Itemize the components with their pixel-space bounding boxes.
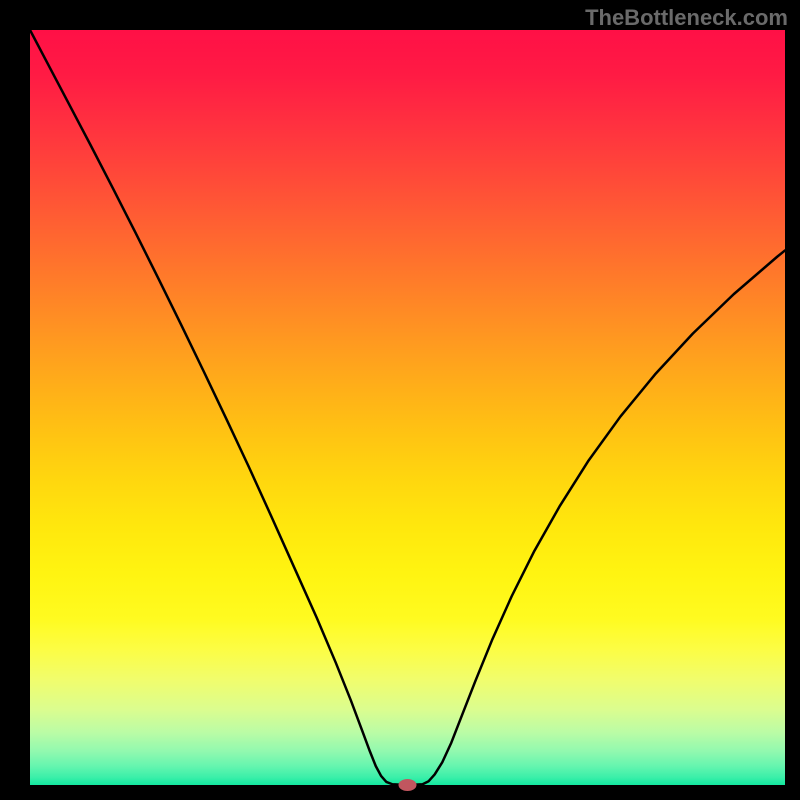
plot-background: [30, 30, 785, 785]
minimum-marker: [399, 779, 417, 791]
bottleneck-chart: [0, 0, 800, 800]
chart-container: { "watermark": { "text": "TheBottleneck.…: [0, 0, 800, 800]
